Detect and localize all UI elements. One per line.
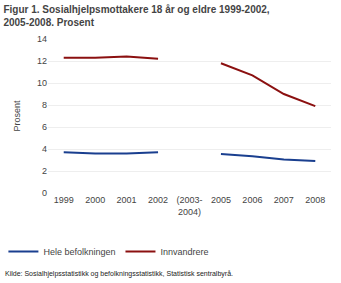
- svg-text:8: 8: [42, 100, 47, 110]
- svg-text:2002: 2002: [148, 195, 168, 205]
- svg-text:Figur 1. Sosialhjelpsmottakere: Figur 1. Sosialhjelpsmottakere 18 år og …: [3, 4, 269, 28]
- svg-text:2001: 2001: [117, 195, 137, 205]
- svg-text:(2003-2004): (2003-2004): [176, 195, 202, 217]
- svg-text:10: 10: [37, 78, 47, 88]
- svg-text:2006: 2006: [242, 195, 262, 205]
- svg-text:0: 0: [42, 188, 47, 198]
- svg-text:6: 6: [42, 122, 47, 132]
- svg-text:12: 12: [37, 56, 47, 66]
- svg-text:2007: 2007: [274, 195, 294, 205]
- svg-text:Kilde: Sosialhjelpsstatistikk: Kilde: Sosialhjelpsstatistikk og befolkn…: [5, 270, 233, 278]
- svg-text:2008: 2008: [305, 195, 325, 205]
- svg-text:Innvandrere: Innvandrere: [160, 247, 208, 257]
- svg-text:14: 14: [37, 34, 47, 44]
- svg-text:1999: 1999: [54, 195, 74, 205]
- svg-text:Hele befolkningen: Hele befolkningen: [43, 247, 115, 257]
- svg-text:2: 2: [42, 166, 47, 176]
- svg-text:4: 4: [42, 144, 47, 154]
- svg-text:2005: 2005: [211, 195, 231, 205]
- svg-text:Prosent: Prosent: [12, 100, 22, 132]
- svg-text:2000: 2000: [85, 195, 105, 205]
